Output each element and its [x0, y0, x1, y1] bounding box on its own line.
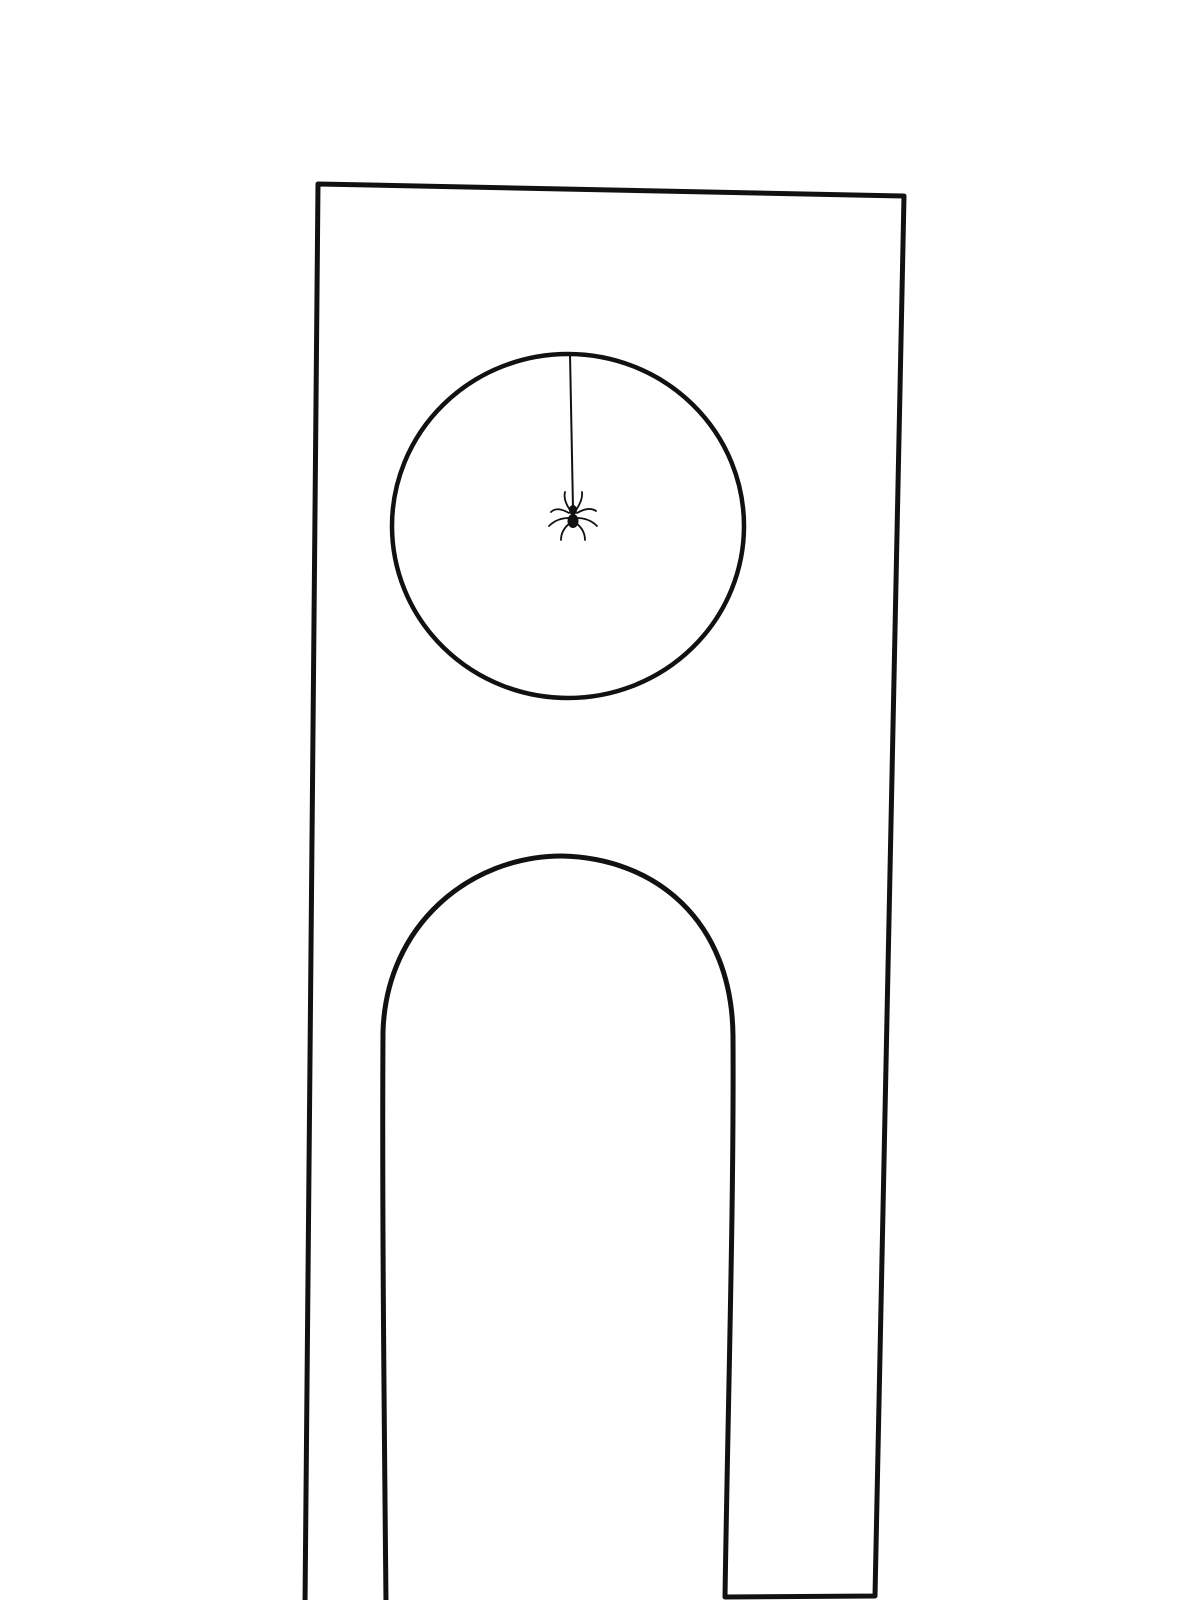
- tower-outline: [302, 181, 907, 1600]
- round-window: [389, 351, 747, 701]
- spider-icon: [548, 491, 598, 541]
- spider-thread: [569, 353, 574, 509]
